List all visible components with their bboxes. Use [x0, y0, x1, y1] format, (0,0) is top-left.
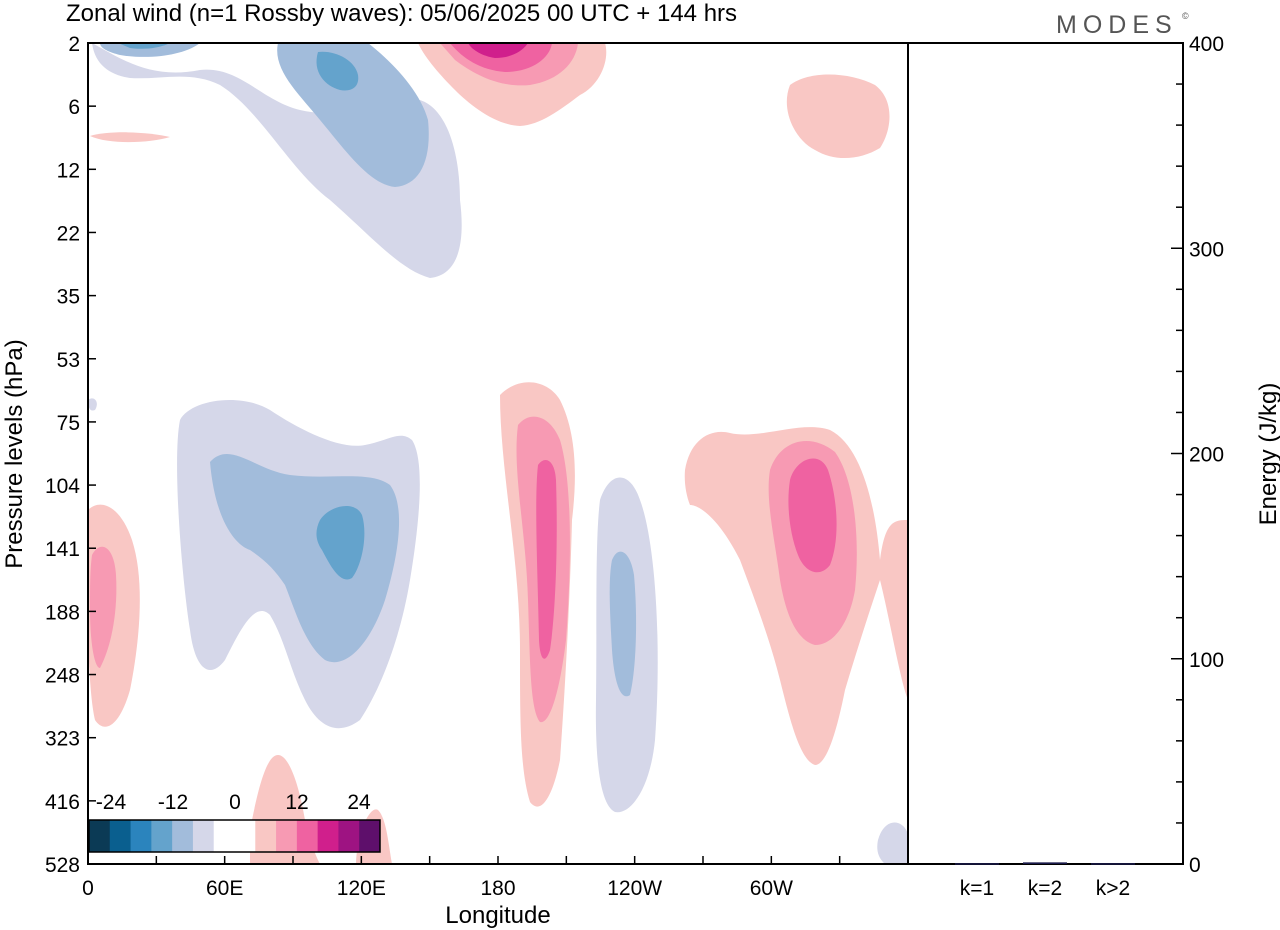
- contour-neg-lower-6: [89, 398, 97, 411]
- contour-pos-upper-4: [468, 44, 528, 58]
- energy-tick-label: 300: [1189, 238, 1224, 261]
- energy-bars: k=1 k=2 k>2: [955, 862, 1135, 900]
- energy-tick-label: 0: [1189, 854, 1201, 877]
- contour-neg-upper-5: [120, 44, 168, 49]
- chart-title: Zonal wind (n=1 Rossby waves): 05/06/202…: [66, 0, 737, 27]
- x-axis-label: Longitude: [445, 902, 550, 929]
- y-tick-label: 104: [45, 475, 80, 498]
- y-tick-label: 141: [45, 538, 80, 561]
- contour-pos-lower-3: [536, 460, 557, 659]
- pressure-axis: 2 6 12 22 35 53 75 104 141 188 248 323 416 528: [45, 33, 96, 877]
- energy-bar: [1023, 862, 1067, 864]
- y-tick-label: 6: [68, 96, 80, 119]
- contour-pos-upper-5: [786, 74, 890, 159]
- y-tick-label: 248: [45, 665, 80, 688]
- colorbar-tick-label: 24: [347, 791, 371, 814]
- x-tick-label: 60W: [750, 877, 793, 900]
- contour-pos-upper-6: [90, 132, 170, 143]
- colorbar-swatch: [151, 820, 173, 852]
- colorbar-tick-label: 12: [285, 791, 308, 814]
- y-axis-label: Pressure levels (hPa): [1, 339, 28, 568]
- energy-category-label: k=2: [1028, 877, 1062, 900]
- y-tick-label: 323: [45, 728, 80, 751]
- y-tick-label: 75: [57, 412, 80, 435]
- colorbar-swatch: [130, 820, 152, 852]
- contour-pos-lower-6: [788, 458, 837, 573]
- contour-neg-lower-7: [877, 822, 907, 863]
- colorbar-swatch: [296, 820, 319, 852]
- colorbar-swatch: [276, 820, 298, 852]
- colorbar-swatch: [89, 820, 111, 852]
- energy-bar: [955, 863, 999, 865]
- colorbar-swatch: [359, 820, 381, 852]
- x-tick-label: 0: [82, 877, 94, 900]
- colorbar-swatch: [317, 820, 339, 852]
- x-tick-label: 120E: [337, 877, 386, 900]
- colorbar-swatch: [172, 820, 194, 852]
- energy-category-label: k>2: [1096, 877, 1130, 900]
- y-tick-label: 22: [57, 222, 80, 245]
- contour-neg-upper-3: [277, 44, 429, 187]
- modes-logo: MODES ©: [1056, 11, 1189, 39]
- energy-axis-label: Energy (J/kg): [1255, 383, 1280, 526]
- colorbar-tick-label: -12: [158, 791, 188, 814]
- energy-tick-label: 100: [1189, 649, 1224, 672]
- contour-neg-upper-1: [92, 44, 462, 278]
- colorbar-swatch: [338, 820, 360, 852]
- colorbar-frame: [88, 819, 381, 853]
- y-tick-label: 53: [57, 349, 80, 372]
- logo-text: MODES: [1056, 11, 1178, 39]
- x-tick-label: 120W: [607, 877, 662, 900]
- contour-neg-upper-4: [316, 51, 359, 91]
- colorbar-tick-label: 0: [229, 791, 241, 814]
- energy-axis: 0 100 200 300 400: [1171, 33, 1224, 877]
- y-tick-label: 528: [45, 854, 80, 877]
- x-tick-label: 180: [480, 877, 515, 900]
- colorbar-legend: -24 -12 0 12 24: [88, 791, 381, 853]
- contour-neg-lower-2: [210, 454, 400, 663]
- y-tick-label: 12: [57, 159, 80, 182]
- y-tick-label: 188: [45, 601, 80, 624]
- energy-tick-label: 400: [1189, 33, 1224, 56]
- colorbar-tick-label: -24: [96, 791, 127, 814]
- energy-category-label: k=1: [960, 877, 994, 900]
- colorbar-swatch: [255, 820, 277, 852]
- colorbar-swatch: [234, 820, 256, 852]
- y-tick-label: 416: [45, 791, 80, 814]
- energy-bar: [1091, 863, 1135, 865]
- longitude-axis: 0 60E 120E 180 120W 60W: [82, 856, 909, 900]
- contour-neg-upper-2: [100, 44, 199, 57]
- colorbar-swatch: [192, 820, 215, 852]
- x-tick-label: 60E: [206, 877, 243, 900]
- contour-pos-lower-8: [90, 546, 117, 668]
- contour-field: [89, 44, 907, 863]
- colorbar-swatch: [109, 820, 132, 852]
- y-tick-label: 35: [57, 286, 80, 309]
- energy-plot-frame: [907, 42, 1184, 865]
- logo-mark: ©: [1182, 11, 1189, 21]
- contour-neg-lower-3: [316, 505, 365, 580]
- energy-tick-label: 200: [1189, 444, 1224, 467]
- y-tick-label: 2: [68, 33, 80, 56]
- colorbar-swatch: [213, 820, 235, 852]
- contour-neg-lower-5: [609, 551, 637, 697]
